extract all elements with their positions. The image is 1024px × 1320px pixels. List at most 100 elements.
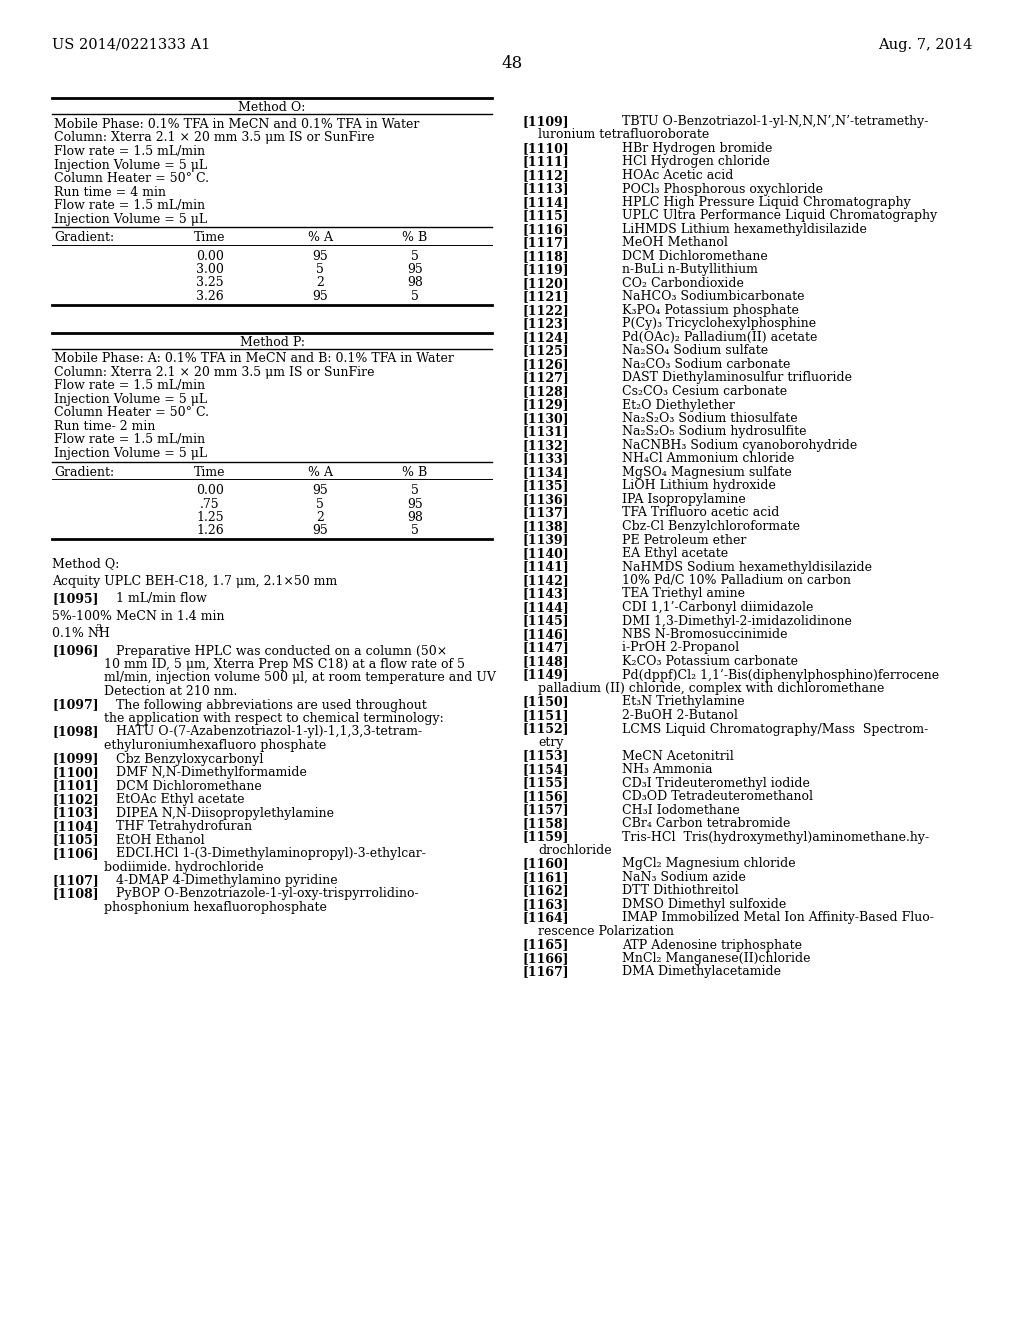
Text: [1112]: [1112]: [522, 169, 568, 182]
Text: Na₂S₂O₅ Sodium hydrosulfite: Na₂S₂O₅ Sodium hydrosulfite: [622, 425, 807, 438]
Text: Mobile Phase: A: 0.1% TFA in MeCN and B: 0.1% TFA in Water: Mobile Phase: A: 0.1% TFA in MeCN and B:…: [54, 352, 454, 366]
Text: [1140]: [1140]: [522, 546, 568, 560]
Text: Column: Xterra 2.1 × 20 mm 3.5 μm IS or SunFire: Column: Xterra 2.1 × 20 mm 3.5 μm IS or …: [54, 366, 375, 379]
Text: MgSO₄ Magnesium sulfate: MgSO₄ Magnesium sulfate: [622, 466, 792, 479]
Text: Tris-HCl  Tris(hydroxymethyl)aminomethane.hy-: Tris-HCl Tris(hydroxymethyl)aminomethane…: [622, 830, 929, 843]
Text: HPLC High Pressure Liquid Chromatography: HPLC High Pressure Liquid Chromatography: [622, 195, 910, 209]
Text: 95: 95: [312, 524, 328, 537]
Text: [1152]: [1152]: [522, 722, 568, 735]
Text: ATP Adenosine triphosphate: ATP Adenosine triphosphate: [622, 939, 802, 952]
Text: [1101]: [1101]: [52, 780, 98, 792]
Text: EA Ethyl acetate: EA Ethyl acetate: [622, 546, 728, 560]
Text: HATU O-(7-Azabenzotriazol-1-yl)-1,1,3,3-tetram-: HATU O-(7-Azabenzotriazol-1-yl)-1,1,3,3-…: [104, 726, 422, 738]
Text: drochloride: drochloride: [538, 843, 611, 857]
Text: 2: 2: [316, 276, 324, 289]
Text: CDI 1,1’-Carbonyl diimidazole: CDI 1,1’-Carbonyl diimidazole: [622, 601, 813, 614]
Text: [1127]: [1127]: [522, 371, 568, 384]
Text: IMAP Immobilized Metal Ion Affinity-Based Fluo-: IMAP Immobilized Metal Ion Affinity-Base…: [622, 912, 934, 924]
Text: Et₂O Diethylether: Et₂O Diethylether: [622, 399, 735, 412]
Text: [1122]: [1122]: [522, 304, 568, 317]
Text: [1131]: [1131]: [522, 425, 568, 438]
Text: CD₃I Trideuteromethyl iodide: CD₃I Trideuteromethyl iodide: [622, 776, 810, 789]
Text: ethyluroniumhexafluoro phosphate: ethyluroniumhexafluoro phosphate: [104, 739, 327, 752]
Text: [1157]: [1157]: [522, 804, 568, 817]
Text: [1148]: [1148]: [522, 655, 568, 668]
Text: [1096]: [1096]: [52, 644, 98, 657]
Text: MeCN Acetonitril: MeCN Acetonitril: [622, 750, 734, 763]
Text: Run time = 4 min: Run time = 4 min: [54, 186, 166, 198]
Text: 5: 5: [316, 263, 324, 276]
Text: [1158]: [1158]: [522, 817, 568, 830]
Text: 10 mm ID, 5 μm, Xterra Prep MS C18) at a flow rate of 5: 10 mm ID, 5 μm, Xterra Prep MS C18) at a…: [104, 657, 465, 671]
Text: [1097]: [1097]: [52, 698, 98, 711]
Text: the application with respect to chemical terminology:: the application with respect to chemical…: [104, 711, 443, 725]
Text: i-PrOH 2-Propanol: i-PrOH 2-Propanol: [622, 642, 739, 655]
Text: 3: 3: [95, 624, 101, 634]
Text: [1156]: [1156]: [522, 789, 568, 803]
Text: NaHMDS Sodium hexamethyldisilazide: NaHMDS Sodium hexamethyldisilazide: [622, 561, 872, 573]
Text: IPA Isopropylamine: IPA Isopropylamine: [622, 492, 745, 506]
Text: [1119]: [1119]: [522, 264, 568, 276]
Text: CO₂ Carbondioxide: CO₂ Carbondioxide: [622, 277, 743, 290]
Text: HOAc Acetic acid: HOAc Acetic acid: [622, 169, 733, 182]
Text: [1164]: [1164]: [522, 912, 568, 924]
Text: EtOAc Ethyl acetate: EtOAc Ethyl acetate: [104, 793, 245, 807]
Text: 1.26: 1.26: [197, 524, 224, 537]
Text: K₃PO₄ Potassium phosphate: K₃PO₄ Potassium phosphate: [622, 304, 799, 317]
Text: Gradient:: Gradient:: [54, 466, 114, 479]
Text: K₂CO₃ Potassium carbonate: K₂CO₃ Potassium carbonate: [622, 655, 798, 668]
Text: ml/min, injection volume 500 μl, at room temperature and UV: ml/min, injection volume 500 μl, at room…: [104, 672, 496, 685]
Text: Injection Volume = 5 μL: Injection Volume = 5 μL: [54, 393, 207, 407]
Text: Cs₂CO₃ Cesium carbonate: Cs₂CO₃ Cesium carbonate: [622, 385, 787, 399]
Text: [1120]: [1120]: [522, 277, 568, 290]
Text: Na₂CO₃ Sodium carbonate: Na₂CO₃ Sodium carbonate: [622, 358, 791, 371]
Text: Method O:: Method O:: [239, 102, 306, 114]
Text: [1155]: [1155]: [522, 776, 568, 789]
Text: [1161]: [1161]: [522, 871, 568, 884]
Text: [1110]: [1110]: [522, 143, 568, 154]
Text: [1162]: [1162]: [522, 884, 568, 898]
Text: Run time- 2 min: Run time- 2 min: [54, 420, 156, 433]
Text: 1.25: 1.25: [197, 511, 224, 524]
Text: Acquity UPLC BEH-C18, 1.7 μm, 2.1×50 mm: Acquity UPLC BEH-C18, 1.7 μm, 2.1×50 mm: [52, 574, 337, 587]
Text: NaCNBH₃ Sodium cyanoborohydride: NaCNBH₃ Sodium cyanoborohydride: [622, 440, 857, 451]
Text: [1105]: [1105]: [52, 833, 98, 846]
Text: Injection Volume = 5 μL: Injection Volume = 5 μL: [54, 158, 207, 172]
Text: [1159]: [1159]: [522, 830, 568, 843]
Text: [1165]: [1165]: [522, 939, 568, 952]
Text: [1133]: [1133]: [522, 453, 568, 466]
Text: Column Heater = 50° C.: Column Heater = 50° C.: [54, 172, 209, 185]
Text: [1141]: [1141]: [522, 561, 568, 573]
Text: 5: 5: [411, 484, 419, 498]
Text: 95: 95: [312, 484, 328, 498]
Text: TEA Triethyl amine: TEA Triethyl amine: [622, 587, 745, 601]
Text: PE Petroleum ether: PE Petroleum ether: [622, 533, 746, 546]
Text: 98: 98: [408, 276, 423, 289]
Text: NaN₃ Sodium azide: NaN₃ Sodium azide: [622, 871, 745, 884]
Text: DMF N,N-Dimethylformamide: DMF N,N-Dimethylformamide: [104, 766, 307, 779]
Text: DMI 1,3-Dimethyl-2-imidazolidinone: DMI 1,3-Dimethyl-2-imidazolidinone: [622, 615, 852, 627]
Text: EDCI.HCl 1-(3-Dimethylaminopropyl)-3-ethylcar-: EDCI.HCl 1-(3-Dimethylaminopropyl)-3-eth…: [104, 847, 426, 861]
Text: Column: Xterra 2.1 × 20 mm 3.5 μm IS or SunFire: Column: Xterra 2.1 × 20 mm 3.5 μm IS or …: [54, 132, 375, 144]
Text: [1099]: [1099]: [52, 752, 98, 766]
Text: 3.26: 3.26: [197, 290, 224, 304]
Text: POCl₃ Phosphorous oxychloride: POCl₃ Phosphorous oxychloride: [622, 182, 823, 195]
Text: [1106]: [1106]: [52, 847, 98, 861]
Text: DAST Diethylaminosulfur trifluoride: DAST Diethylaminosulfur trifluoride: [622, 371, 852, 384]
Text: DMA Dimethylacetamide: DMA Dimethylacetamide: [622, 965, 781, 978]
Text: Et₃N Triethylamine: Et₃N Triethylamine: [622, 696, 744, 709]
Text: [1132]: [1132]: [522, 440, 568, 451]
Text: [1125]: [1125]: [522, 345, 568, 358]
Text: [1147]: [1147]: [522, 642, 568, 655]
Text: 0.00: 0.00: [196, 249, 224, 263]
Text: CBr₄ Carbon tetrabromide: CBr₄ Carbon tetrabromide: [622, 817, 791, 830]
Text: HBr Hydrogen bromide: HBr Hydrogen bromide: [622, 143, 772, 154]
Text: [1163]: [1163]: [522, 898, 568, 911]
Text: Cbz Benzyloxycarbonyl: Cbz Benzyloxycarbonyl: [104, 752, 263, 766]
Text: Pd(dppf)Cl₂ 1,1’-Bis(diphenylphosphino)ferrocene: Pd(dppf)Cl₂ 1,1’-Bis(diphenylphosphino)f…: [622, 668, 939, 681]
Text: [1146]: [1146]: [522, 628, 568, 642]
Text: Flow rate = 1.5 mL/min: Flow rate = 1.5 mL/min: [54, 145, 205, 158]
Text: Gradient:: Gradient:: [54, 231, 114, 244]
Text: Pd(OAc)₂ Palladium(II) acetate: Pd(OAc)₂ Palladium(II) acetate: [622, 331, 817, 345]
Text: [1139]: [1139]: [522, 533, 568, 546]
